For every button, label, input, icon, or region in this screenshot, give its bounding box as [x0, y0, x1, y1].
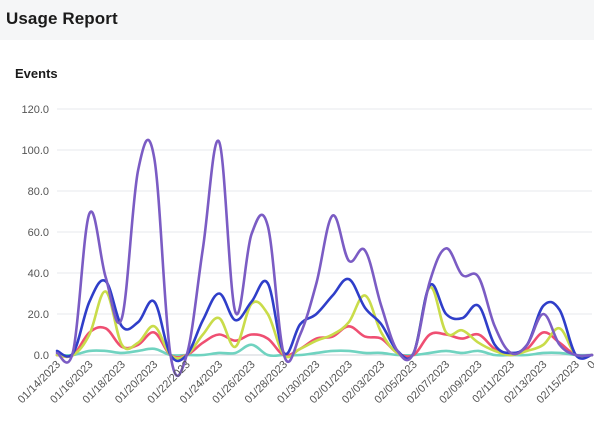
page-title: Usage Report: [6, 9, 118, 28]
y-tick-label: 100.0: [21, 145, 49, 157]
y-tick-label: 60.0: [28, 227, 49, 239]
x-tick-label: 0: [585, 359, 594, 372]
y-tick-label: 40.0: [28, 268, 49, 280]
y-tick-label: 0.0: [34, 350, 49, 362]
series-line-3: [55, 286, 594, 361]
series-line-2: [55, 277, 594, 363]
y-tick-label: 80.0: [28, 186, 49, 198]
series-line-1: [55, 138, 594, 378]
series-line-5: [55, 343, 594, 358]
x-axis-labels: 01/14/202301/16/202301/18/202301/20/2023…: [16, 359, 594, 406]
y-tick-label: 20.0: [28, 309, 49, 321]
events-line-chart: 0.0 20.0 40.0 60.0 80.0 100.0 120.0 01/14/2023…: [16, 104, 594, 406]
page-header: Usage Report: [0, 0, 594, 40]
chart-panel: Events 0.0 20.0 40.0 60.0 80.0 100.0 120.0 01/…: [0, 40, 594, 431]
grid-lines: [57, 108, 592, 356]
y-axis-labels: 0.0 20.0 40.0 60.0 80.0 100.0 120.0: [21, 104, 49, 362]
y-tick-label: 120.0: [21, 104, 49, 116]
chart-title: Events: [15, 66, 58, 81]
series-lines: [55, 138, 594, 378]
